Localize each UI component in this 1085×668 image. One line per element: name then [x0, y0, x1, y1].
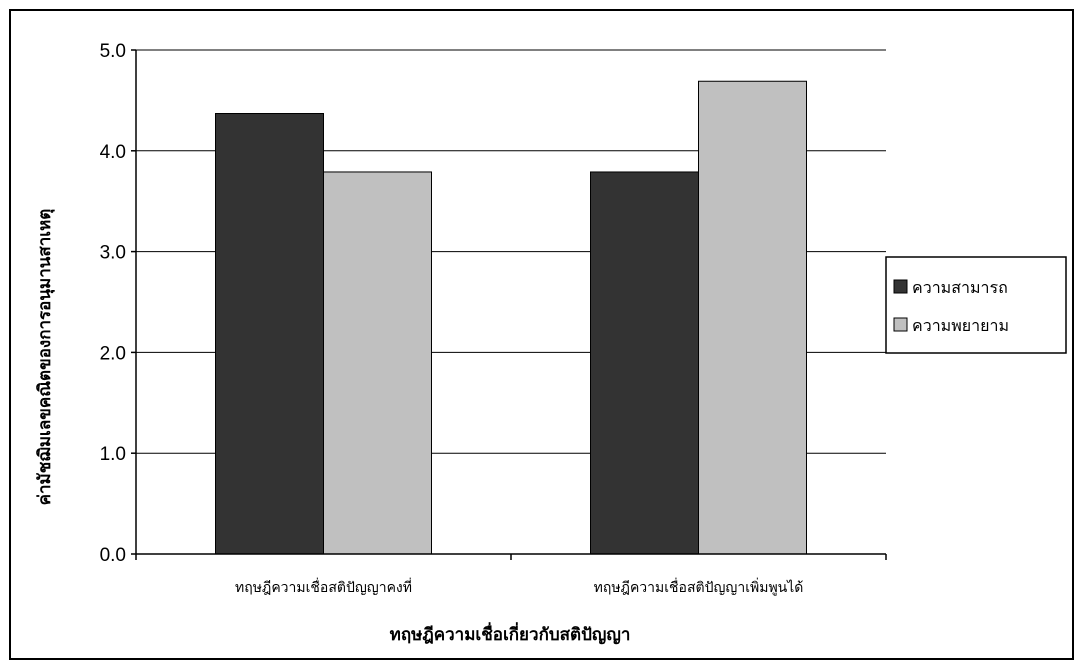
bar-ability-1: [590, 171, 699, 555]
x-axis-title: ทฤษฎีความเชื่อเกี่ยวกับสติปัญญา: [390, 622, 631, 645]
bars: [215, 80, 807, 555]
y-tick-label: 2.0: [100, 343, 126, 364]
y-axis-title: ค่ามัชฌิมเลขคณิตของการอนุมานสาเหตุ: [35, 209, 55, 506]
legend-box: [885, 256, 1067, 354]
bar-effort-1: [698, 80, 807, 555]
x-tick-label: ทฤษฎีความเชื่อสติปัญญาคงที่: [235, 578, 412, 596]
y-tick-label: 0.0: [100, 545, 126, 566]
legend-label-ability: ความสามารถ: [912, 278, 1008, 297]
bar-ability-0: [215, 113, 324, 555]
axes: [131, 49, 887, 560]
y-tick-label: 4.0: [100, 142, 126, 163]
bar-effort-0: [323, 171, 432, 555]
legend: ความสามารถ ความพยายาม: [885, 256, 1067, 354]
y-tick-label: 1.0: [100, 444, 126, 465]
legend-label-effort: ความพยายาม: [912, 316, 1009, 335]
legend-swatch-ability: [893, 279, 908, 294]
legend-swatch-effort: [893, 317, 908, 332]
y-tick-labels: 0.0 1.0 2.0 3.0 4.0 5.0: [100, 41, 126, 566]
y-tick-label: 3.0: [100, 243, 126, 264]
x-tick-label: ทฤษฎีความเชื่อสติปัญญาเพิ่มพูนได้: [594, 578, 804, 596]
y-tick-label: 5.0: [100, 41, 126, 62]
x-tick-labels: ทฤษฎีความเชื่อสติปัญญาคงที่ ทฤษฎีความเชื่…: [235, 578, 803, 596]
